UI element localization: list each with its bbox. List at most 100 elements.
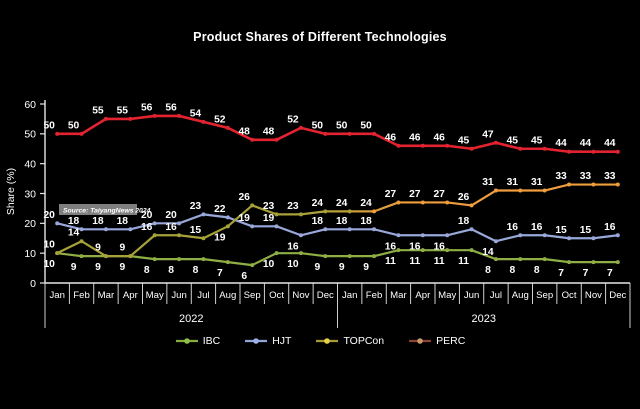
perc-data-label: 45 bbox=[507, 135, 519, 146]
perc-data-label: 54 bbox=[190, 108, 202, 119]
ibc-data-label: 6 bbox=[241, 271, 247, 282]
ibc-marker bbox=[79, 254, 84, 259]
ibc-marker bbox=[347, 254, 352, 259]
perc-data-label: 50 bbox=[43, 120, 55, 131]
topcon-marker bbox=[420, 200, 425, 205]
y-tick-label: 50 bbox=[24, 129, 36, 141]
ibc-marker bbox=[177, 257, 182, 262]
hjt-marker bbox=[177, 221, 182, 226]
ibc-marker bbox=[469, 248, 474, 253]
perc-data-label: 44 bbox=[555, 138, 567, 149]
hjt-marker bbox=[615, 233, 620, 238]
perc-marker bbox=[201, 119, 206, 124]
x-month-label: Oct bbox=[269, 290, 284, 301]
ibc-marker bbox=[372, 254, 377, 259]
perc-marker bbox=[323, 131, 328, 136]
topcon-data-label: 27 bbox=[433, 189, 445, 200]
ibc-marker bbox=[396, 248, 401, 253]
hjt-marker bbox=[152, 221, 157, 226]
perc-data-label: 47 bbox=[482, 129, 494, 140]
legend-label: TOPCon bbox=[343, 335, 385, 347]
hjt-data-label: 19 bbox=[263, 213, 275, 224]
x-month-label: Sep bbox=[536, 290, 553, 301]
hjt-marker bbox=[542, 233, 547, 238]
legend-marker-icon bbox=[409, 338, 432, 344]
topcon-data-label: 10 bbox=[43, 240, 55, 251]
legend-item-perc: PERC bbox=[408, 335, 465, 347]
perc-marker bbox=[372, 131, 377, 136]
topcon-data-label: 31 bbox=[507, 177, 519, 188]
topcon-data-label: 24 bbox=[312, 198, 324, 209]
perc-marker bbox=[79, 131, 84, 136]
ibc-data-label: 8 bbox=[168, 265, 174, 276]
perc-marker bbox=[445, 143, 450, 148]
x-year-label: 2022 bbox=[179, 313, 203, 325]
x-month-label: Oct bbox=[562, 290, 577, 301]
ibc-data-label: 9 bbox=[71, 262, 77, 273]
legend-item-hjt: HJT bbox=[244, 335, 291, 347]
hjt-marker bbox=[128, 227, 133, 232]
hjt-data-label: 15 bbox=[580, 225, 592, 236]
ibc-data-label: 9 bbox=[119, 262, 125, 273]
y-tick-label: 0 bbox=[30, 278, 36, 290]
perc-marker bbox=[542, 146, 547, 151]
ibc-marker bbox=[152, 257, 157, 262]
topcon-data-label: 16 bbox=[165, 222, 177, 233]
hjt-data-label: 14 bbox=[482, 247, 494, 258]
ibc-data-label: 10 bbox=[43, 259, 55, 270]
x-month-label: May bbox=[438, 290, 456, 301]
topcon-marker bbox=[201, 236, 206, 241]
perc-data-label: 55 bbox=[92, 105, 104, 116]
perc-data-label: 52 bbox=[287, 114, 299, 125]
y-tick-label: 20 bbox=[24, 218, 36, 230]
hjt-data-label: 16 bbox=[507, 222, 519, 233]
y-tick-label: 10 bbox=[24, 248, 36, 260]
topcon-data-label: 15 bbox=[190, 225, 202, 236]
hjt-marker bbox=[493, 239, 498, 244]
hjt-marker bbox=[445, 233, 450, 238]
x-month-label: Aug bbox=[219, 290, 236, 301]
topcon-data-label: 26 bbox=[238, 192, 250, 203]
ibc-marker bbox=[274, 251, 279, 256]
x-month-label: Mar bbox=[390, 290, 407, 301]
ibc-data-label: 7 bbox=[217, 268, 223, 279]
topcon-marker bbox=[55, 251, 60, 256]
topcon-marker bbox=[372, 209, 377, 214]
hjt-data-label: 18 bbox=[68, 216, 80, 227]
ibc-marker bbox=[323, 254, 328, 259]
hjt-marker bbox=[372, 227, 377, 232]
perc-marker bbox=[250, 137, 255, 142]
x-month-label: Apr bbox=[415, 290, 431, 301]
chart-title: Product Shares of Different Technologies bbox=[193, 30, 447, 44]
ibc-data-label: 11 bbox=[385, 256, 396, 267]
ibc-data-label: 11 bbox=[434, 256, 445, 267]
ibc-marker bbox=[567, 260, 572, 265]
hjt-data-label: 15 bbox=[555, 225, 567, 236]
perc-marker bbox=[274, 137, 279, 142]
x-month-label: Apr bbox=[123, 290, 139, 301]
perc-marker bbox=[128, 116, 133, 121]
ibc-data-label: 8 bbox=[485, 265, 491, 276]
ibc-marker bbox=[445, 248, 450, 253]
perc-data-label: 50 bbox=[360, 120, 372, 131]
hjt-marker bbox=[323, 227, 328, 232]
perc-marker bbox=[469, 146, 474, 151]
ibc-data-label: 9 bbox=[339, 262, 345, 273]
ibc-marker bbox=[591, 260, 596, 265]
topcon-data-label: 26 bbox=[458, 192, 470, 203]
ibc-line bbox=[57, 249, 618, 267]
perc-marker bbox=[347, 131, 352, 136]
perc-data-label: 48 bbox=[263, 126, 275, 137]
perc-marker bbox=[518, 146, 523, 151]
hjt-data-label: 23 bbox=[190, 201, 202, 212]
legend-label: IBC bbox=[202, 335, 221, 347]
x-month-label: Jan bbox=[49, 290, 64, 301]
perc-data-label: 44 bbox=[604, 138, 616, 149]
perc-data-label: 56 bbox=[165, 102, 177, 113]
topcon-marker bbox=[152, 233, 157, 238]
ibc-marker bbox=[420, 248, 425, 253]
ibc-data-label: 10 bbox=[263, 259, 275, 270]
x-month-label: Dec bbox=[317, 290, 334, 301]
topcon-data-label: 23 bbox=[287, 201, 299, 212]
